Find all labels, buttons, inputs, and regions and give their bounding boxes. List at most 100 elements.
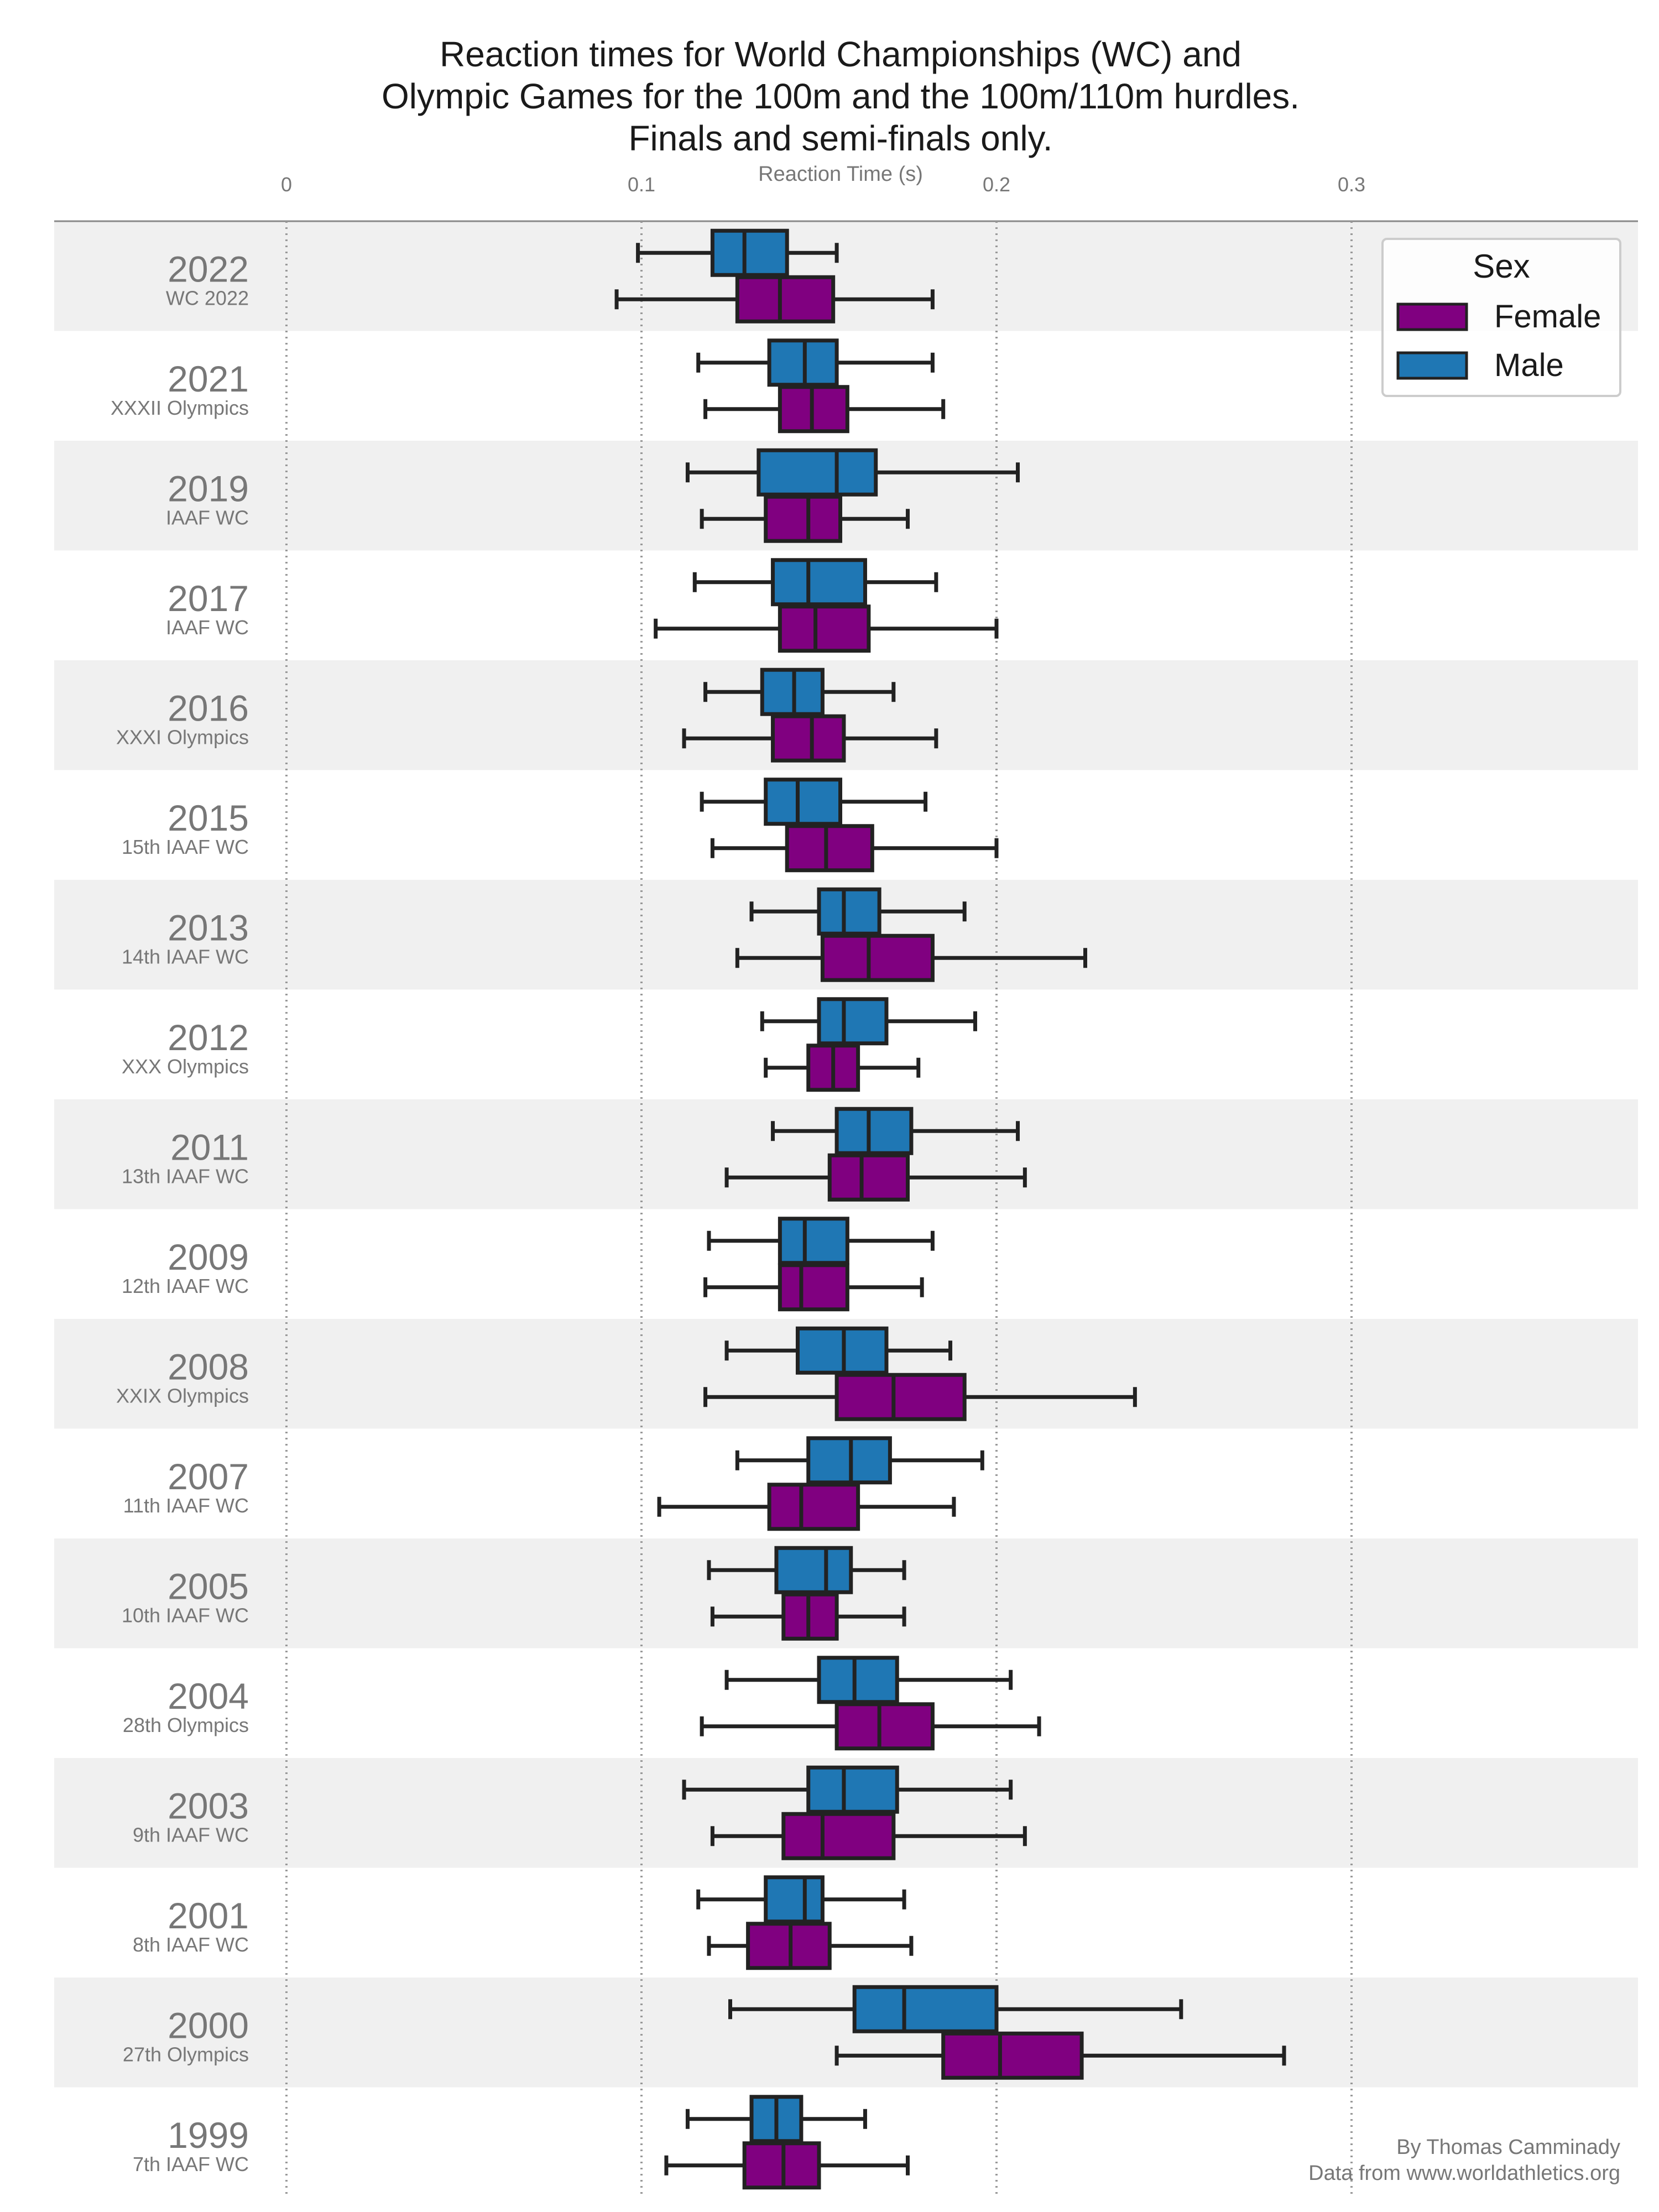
year-label: 2000 bbox=[168, 2005, 249, 2046]
iqr-box bbox=[781, 1812, 896, 1860]
legend-swatch-female bbox=[1396, 302, 1468, 331]
male-box-2004 bbox=[724, 1656, 1013, 1704]
female-box-2016 bbox=[682, 714, 938, 763]
female-box-2017 bbox=[654, 604, 999, 653]
female-box-2022 bbox=[614, 275, 935, 324]
legend-swatch-male bbox=[1396, 351, 1468, 380]
iqr-box bbox=[941, 2031, 1084, 2080]
year-label: 2008 bbox=[168, 1346, 249, 1387]
iqr-box bbox=[778, 1217, 849, 1265]
female-box-2007 bbox=[657, 1483, 956, 1531]
male-box-2016 bbox=[703, 667, 896, 716]
event-label: XXX Olympics bbox=[122, 1055, 249, 1078]
male-box-2013 bbox=[749, 887, 967, 936]
row-band bbox=[54, 1978, 1638, 2088]
iqr-box bbox=[757, 448, 878, 497]
female-box-2003 bbox=[710, 1812, 1027, 1860]
x-axis-label: Reaction Time (s) bbox=[758, 163, 923, 186]
male-box-2019 bbox=[685, 448, 1020, 497]
male-box-2005 bbox=[707, 1546, 906, 1594]
event-label: 10th IAAF WC bbox=[122, 1604, 249, 1626]
male-box-2009 bbox=[707, 1217, 935, 1265]
event-label: XXIX Olympics bbox=[116, 1384, 249, 1407]
iqr-box bbox=[834, 1107, 914, 1155]
x-tick-label: 0.1 bbox=[628, 173, 655, 196]
legend-title: Sex bbox=[1473, 248, 1530, 285]
event-label: 27th Olympics bbox=[123, 2043, 249, 2065]
iqr-box bbox=[778, 604, 871, 653]
male-box-2001 bbox=[696, 1875, 906, 1924]
credit-author: By Thomas Camminady bbox=[1396, 2136, 1620, 2159]
male-box-2015 bbox=[700, 778, 928, 826]
iqr-box bbox=[735, 275, 836, 324]
female-box-2001 bbox=[707, 1922, 914, 1970]
male-box-1999 bbox=[685, 2095, 867, 2143]
x-tick-label: 0 bbox=[281, 173, 292, 196]
iqr-box bbox=[817, 887, 881, 936]
year-label: 2009 bbox=[168, 1237, 249, 1277]
female-box-2019 bbox=[700, 494, 910, 543]
event-label: 28th Olympics bbox=[123, 1714, 249, 1736]
year-label: 2021 bbox=[168, 358, 249, 399]
female-box-2015 bbox=[710, 824, 999, 873]
iqr-box bbox=[806, 1765, 899, 1814]
year-label: 2016 bbox=[168, 687, 249, 728]
female-box-2008 bbox=[703, 1373, 1137, 1421]
iqr-box bbox=[764, 494, 843, 543]
iqr-box bbox=[778, 1263, 849, 1312]
event-label: 14th IAAF WC bbox=[122, 945, 249, 968]
year-label: 2015 bbox=[168, 797, 249, 838]
legend-label-female: Female bbox=[1494, 299, 1601, 335]
year-label: 1999 bbox=[168, 2115, 249, 2156]
iqr-box bbox=[771, 558, 867, 607]
male-box-2012 bbox=[760, 997, 977, 1046]
event-label: XXXI Olympics bbox=[116, 726, 249, 748]
event-label: 9th IAAF WC bbox=[133, 1823, 249, 1846]
year-label: 2007 bbox=[168, 1456, 249, 1497]
legend: Sex Female Male bbox=[1381, 238, 1621, 397]
event-label: 15th IAAF WC bbox=[122, 836, 249, 858]
year-label: 2017 bbox=[168, 578, 249, 619]
event-label: 7th IAAF WC bbox=[133, 2153, 249, 2176]
iqr-box bbox=[817, 1656, 899, 1704]
row-band bbox=[54, 660, 1638, 770]
row-band bbox=[54, 221, 1638, 331]
male-box-2017 bbox=[692, 558, 938, 607]
iqr-box bbox=[820, 933, 935, 982]
event-label: 13th IAAF WC bbox=[122, 1165, 249, 1187]
male-box-2008 bbox=[724, 1326, 953, 1375]
year-label: 2019 bbox=[168, 468, 249, 509]
year-label: 2005 bbox=[168, 1566, 249, 1606]
iqr-box bbox=[774, 1546, 853, 1594]
year-label: 2001 bbox=[168, 1895, 249, 1936]
chart-title-line-1: Reaction times for World Championships (… bbox=[440, 34, 1241, 74]
iqr-box bbox=[785, 824, 874, 873]
male-box-2022 bbox=[636, 228, 839, 277]
event-label: IAAF WC bbox=[166, 506, 249, 529]
female-box-2005 bbox=[710, 1592, 906, 1641]
iqr-box bbox=[764, 778, 843, 826]
female-box-2000 bbox=[834, 2031, 1286, 2080]
legend-label-male: Male bbox=[1494, 347, 1564, 383]
year-label: 2003 bbox=[168, 1785, 249, 1826]
iqr-box bbox=[834, 1373, 967, 1421]
female-box-2004 bbox=[700, 1702, 1041, 1751]
year-label: 2022 bbox=[168, 248, 249, 289]
year-label: 2012 bbox=[168, 1017, 249, 1058]
year-label: 2004 bbox=[168, 1676, 249, 1717]
female-box-2012 bbox=[764, 1044, 921, 1092]
event-label: 8th IAAF WC bbox=[133, 1933, 249, 1956]
iqr-box bbox=[827, 1153, 910, 1202]
credit-source: Data from www.worldathletics.org bbox=[1308, 2162, 1620, 2185]
event-label: XXXII Olympics bbox=[111, 397, 249, 419]
male-box-2021 bbox=[696, 338, 935, 387]
female-box-2013 bbox=[735, 933, 1087, 982]
event-label: WC 2022 bbox=[166, 286, 249, 309]
female-box-2011 bbox=[724, 1153, 1027, 1202]
iqr-box bbox=[764, 1875, 825, 1924]
event-label: 11th IAAF WC bbox=[123, 1494, 249, 1517]
female-box-2009 bbox=[703, 1263, 924, 1312]
iqr-box bbox=[767, 1483, 860, 1531]
